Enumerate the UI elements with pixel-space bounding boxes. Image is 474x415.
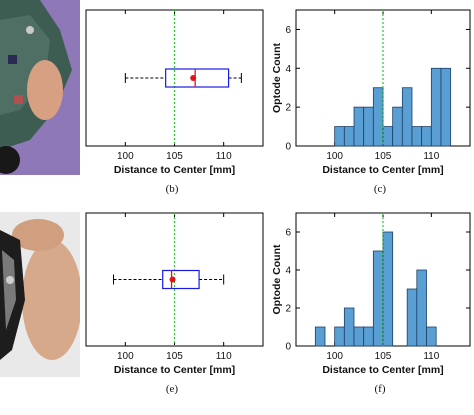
- histogram-bar: [411, 126, 423, 147]
- y-axis-title: Optode Count: [271, 43, 283, 113]
- panel-e: 100 105 110 Distance to Center [mm] (e): [85, 212, 264, 395]
- mean-marker: [190, 75, 197, 81]
- x-tick-label: 100: [117, 151, 134, 162]
- y-tick-label: 4: [285, 266, 291, 277]
- histogram-bar: [406, 288, 418, 347]
- y-tick-label: 6: [285, 25, 291, 36]
- y-tick-label: 6: [285, 228, 291, 239]
- x-axis-title: Distance to Center [mm]: [114, 364, 235, 376]
- histogram-bar: [343, 126, 355, 147]
- histogram-bar: [353, 326, 365, 347]
- x-axis-title: Distance to Center [mm]: [322, 164, 443, 176]
- panel-caption: (b): [166, 183, 179, 195]
- x-tick-label: 110: [216, 151, 232, 162]
- x-tick-label: 100: [326, 351, 343, 362]
- x-tick-label: 110: [423, 351, 439, 362]
- panel-caption: (f): [375, 383, 386, 395]
- panel-caption: (c): [374, 183, 387, 195]
- y-tick-label: 4: [285, 64, 291, 75]
- panel-b: 100 105 110 Distance to Center [mm] (b): [85, 9, 264, 195]
- panel-caption: (e): [166, 383, 179, 395]
- histogram-bar: [430, 67, 442, 147]
- histogram-bar: [416, 269, 427, 347]
- x-tick-label: 110: [216, 351, 232, 362]
- histogram-bar: [343, 307, 355, 347]
- y-tick-label: 0: [285, 142, 291, 153]
- histogram-bar: [372, 250, 384, 347]
- optode-array-photo-top: [0, 0, 80, 175]
- histogram-bar: [426, 326, 437, 347]
- x-tick-label: 105: [375, 351, 392, 362]
- x-axis-title: Distance to Center [mm]: [114, 164, 235, 176]
- photo-column: [0, 0, 80, 377]
- mean-marker: [169, 276, 176, 283]
- x-tick-label: 105: [375, 151, 392, 162]
- histogram-bar: [363, 326, 374, 347]
- x-tick-label: 105: [166, 151, 183, 162]
- histogram-bar: [382, 126, 394, 147]
- histogram-bar: [334, 126, 345, 147]
- y-tick-label: 2: [285, 304, 291, 315]
- x-tick-label: 105: [166, 351, 183, 362]
- box-iqr: [162, 269, 200, 290]
- histogram-bar: [314, 326, 326, 347]
- panel-f: 100 105 110 Distance to Center [mm] 0 2 4 6Opto…: [271, 212, 471, 395]
- x-tick-label: 100: [326, 151, 343, 162]
- histogram-bar: [421, 126, 432, 147]
- y-axis-title: Optode Count: [271, 244, 283, 314]
- histogram-bar: [401, 87, 413, 147]
- histogram-bar: [353, 106, 365, 147]
- panel-c: 100 105 110 Distance to Center [mm] 0 2 4 6Opto…: [271, 9, 471, 195]
- y-tick-label: 2: [285, 103, 291, 114]
- x-tick-label: 100: [117, 351, 134, 362]
- histogram-bar: [363, 106, 374, 147]
- x-tick-label: 110: [423, 151, 439, 162]
- box-iqr: [165, 68, 230, 88]
- x-axis-title: Distance to Center [mm]: [322, 364, 443, 376]
- histogram-bar: [334, 326, 345, 347]
- histogram-bar: [382, 231, 394, 347]
- histogram-bar: [440, 67, 452, 147]
- histogram-bar: [392, 106, 403, 147]
- histogram-bar: [372, 87, 384, 147]
- y-tick-label: 0: [285, 342, 291, 353]
- optode-array-photo-bottom: [0, 212, 80, 377]
